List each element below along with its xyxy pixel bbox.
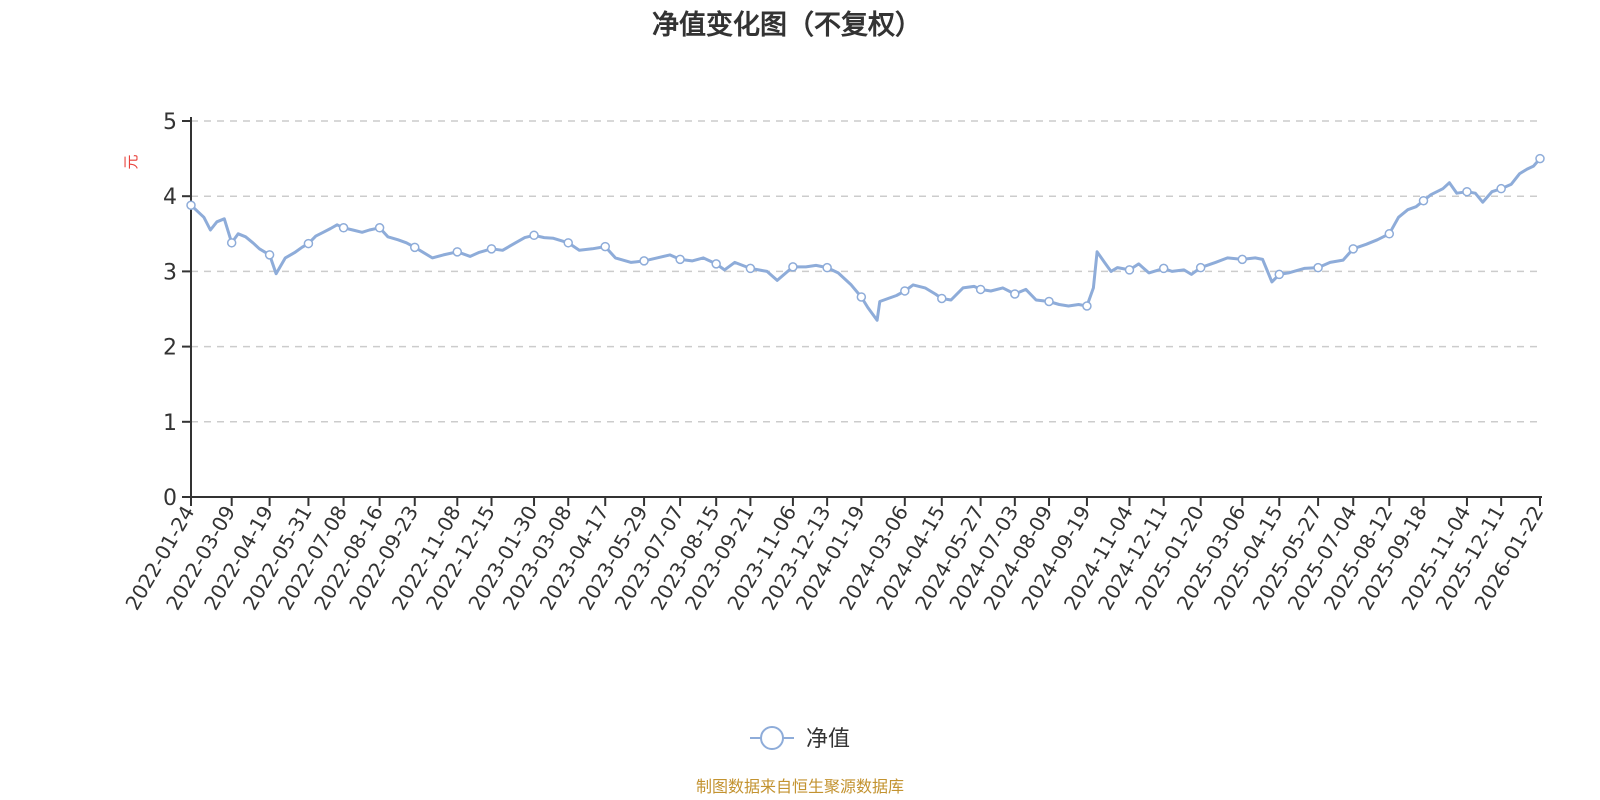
data-point-marker[interactable] — [338, 223, 349, 233]
data-point-marker[interactable] — [1044, 296, 1054, 307]
legend[interactable]: 净值 — [750, 726, 850, 752]
data-point-marker[interactable] — [1348, 244, 1358, 254]
data-point-marker[interactable] — [374, 223, 385, 233]
x-axis-ticks: 2022-01-242022-03-092022-04-192022-05-31… — [120, 497, 1548, 614]
data-point-marker[interactable] — [675, 254, 685, 265]
gridlines — [191, 120, 1540, 423]
data-point-marker[interactable] — [600, 241, 610, 252]
y-tick-label: 2 — [163, 336, 177, 361]
y-axis-ticks: 0 1 2 3 4 5 — [163, 110, 191, 511]
data-point-marker[interactable] — [711, 259, 721, 269]
data-point-marker[interactable] — [639, 256, 649, 266]
data-point-marker[interactable] — [975, 284, 986, 295]
y-tick-label: 1 — [163, 411, 177, 436]
data-point-marker[interactable] — [1496, 183, 1506, 194]
y-tick-label: 4 — [163, 185, 177, 210]
data-point-marker[interactable] — [563, 238, 573, 248]
data-point-marker[interactable] — [788, 262, 798, 272]
data-point-marker[interactable] — [745, 263, 756, 274]
data-point-marker[interactable] — [1462, 186, 1472, 197]
legend-label: 净值 — [806, 727, 850, 752]
data-point-marker[interactable] — [303, 238, 314, 249]
data-point-marker[interactable] — [410, 242, 420, 253]
data-point-marker[interactable] — [856, 292, 867, 302]
data-point-marker[interactable] — [1535, 153, 1545, 164]
data-point-marker[interactable] — [1313, 262, 1323, 273]
data-point-marker[interactable] — [937, 293, 947, 304]
data-point-marker[interactable] — [529, 230, 539, 241]
data-point-marker[interactable] — [452, 247, 463, 257]
y-tick-label: 3 — [163, 260, 177, 285]
data-point-marker[interactable] — [1384, 229, 1395, 239]
data-point-marker[interactable] — [1010, 289, 1020, 299]
data-point-marker[interactable] — [900, 286, 910, 296]
y-tick-label: 5 — [163, 110, 177, 135]
y-tick-label: 0 — [163, 486, 177, 511]
data-point-marker[interactable] — [1158, 263, 1169, 274]
data-point-marker[interactable] — [1082, 301, 1092, 311]
data-point-marker[interactable] — [186, 200, 196, 210]
data-point-marker[interactable] — [226, 238, 237, 248]
source-note: 制图数据来自恒生聚源数据库 — [696, 777, 904, 796]
data-point-marker[interactable] — [1274, 269, 1285, 280]
data-point-marker[interactable] — [1124, 265, 1135, 275]
chart-title: 净值变化图（不复权） — [652, 9, 922, 41]
data-point-marker[interactable] — [1195, 262, 1206, 273]
data-point-marker[interactable] — [264, 250, 275, 260]
data-point-marker[interactable] — [1418, 195, 1429, 206]
series-line-nav — [189, 157, 1542, 322]
data-point-marker[interactable] — [822, 262, 832, 273]
legend-marker-icon — [760, 726, 784, 750]
data-point-marker[interactable] — [1237, 254, 1248, 265]
y-axis-unit-label: 元 — [122, 154, 140, 169]
series-markers — [186, 153, 1545, 311]
data-point-marker[interactable] — [486, 244, 497, 254]
